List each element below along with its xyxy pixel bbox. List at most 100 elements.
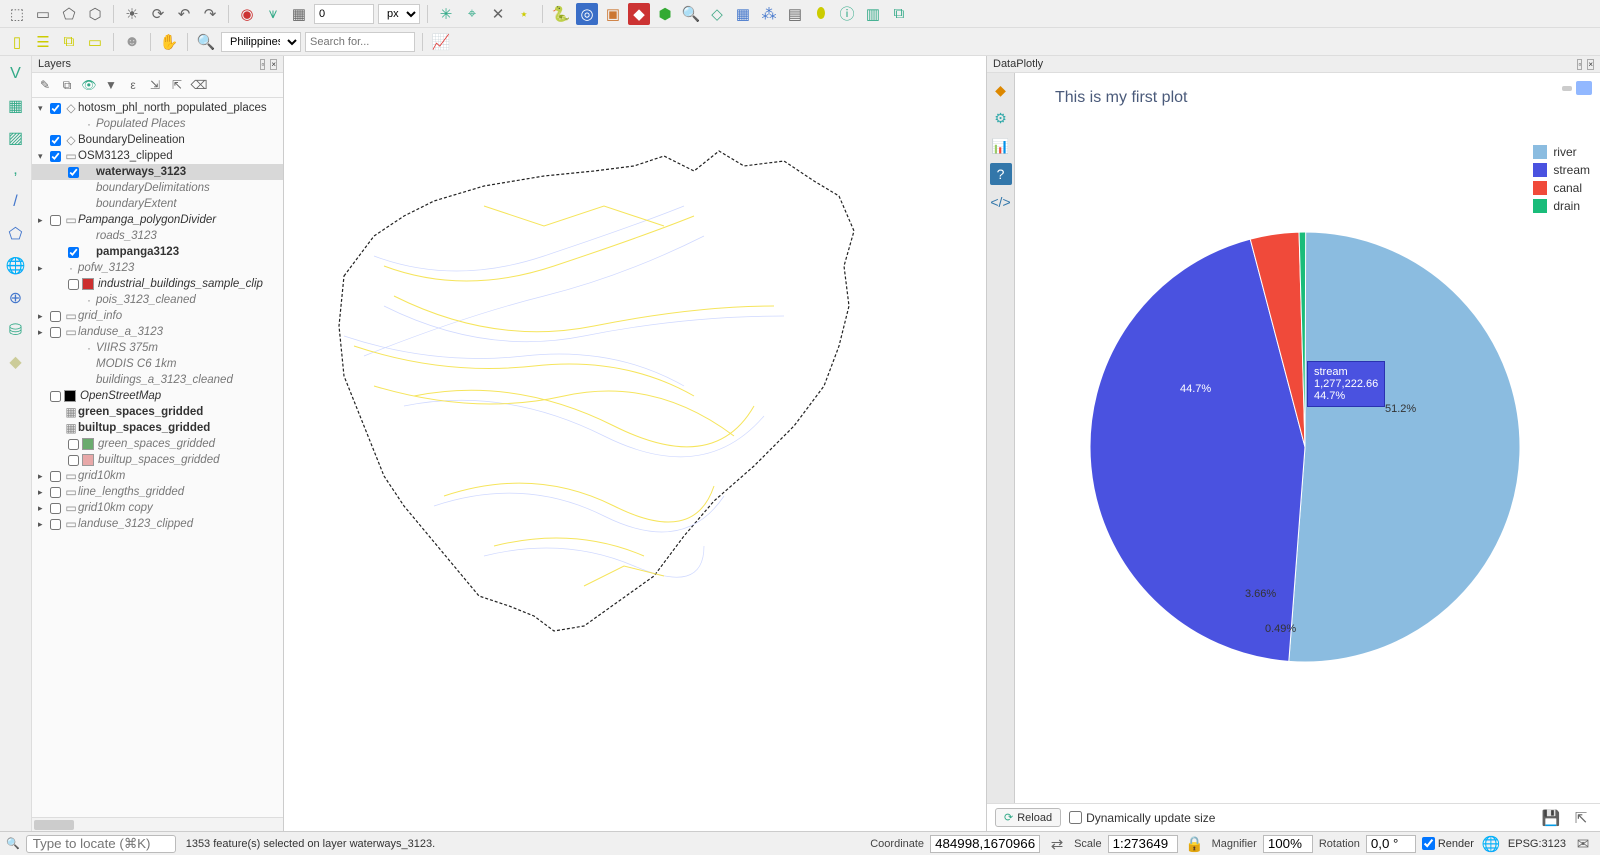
crs-text[interactable]: EPSG:3123 [1508, 838, 1566, 850]
plot-zoom-icon[interactable] [1562, 86, 1572, 91]
layer-row[interactable]: ·pois_3123_cleaned [32, 292, 283, 308]
redo-icon[interactable]: ↷ [199, 3, 221, 25]
layer-row[interactable]: boundaryExtent [32, 196, 283, 212]
search-input[interactable] [305, 32, 415, 52]
layer-expand-icon[interactable]: ⇲ [146, 76, 164, 94]
select-tool-icon[interactable]: ▯ [6, 31, 28, 53]
search-icon[interactable]: 🔍 [195, 31, 217, 53]
plugin3-icon[interactable]: ◆ [628, 3, 650, 25]
layer-row[interactable]: MODIS C6 1km [32, 356, 283, 372]
layer-visibility-checkbox[interactable] [50, 391, 61, 402]
layer-filter-icon[interactable]: 👁 [80, 76, 98, 94]
plugin7-icon[interactable]: ⬮ [810, 3, 832, 25]
select-tool2-icon[interactable]: ☰ [32, 31, 54, 53]
add-wfs-icon[interactable]: ⊕ [4, 286, 28, 310]
layer-row[interactable]: ▸·pofw_3123 [32, 260, 283, 276]
legend-item[interactable]: canal [1533, 179, 1590, 197]
lock-icon[interactable]: 🔒 [1184, 833, 1206, 855]
mag-field[interactable] [1263, 835, 1313, 853]
layer-visibility-checkbox[interactable] [50, 519, 61, 530]
add-poly-icon[interactable]: ⬠ [4, 222, 28, 246]
plot-tab-settings-icon[interactable]: ⚙ [990, 107, 1012, 129]
plugin9-icon[interactable]: ⧉ [888, 3, 910, 25]
refresh-icon[interactable]: ⟳ [147, 3, 169, 25]
add-virtual-icon[interactable]: ◆ [4, 350, 28, 374]
layer-visibility-checkbox[interactable] [50, 311, 61, 322]
snap-icon[interactable]: ✳ [435, 3, 457, 25]
layer-row[interactable]: buildings_a_3123_cleaned [32, 372, 283, 388]
layer-row[interactable]: ▸▭line_lengths_gridded [32, 484, 283, 500]
plot-export-icon[interactable]: ⇱ [1570, 807, 1592, 829]
layer-visibility-checkbox[interactable] [50, 103, 61, 114]
layer-row[interactable]: boundaryDelimitations [32, 180, 283, 196]
plot-undock-icon[interactable]: ▫ [1577, 59, 1582, 70]
pie-slice-river[interactable] [1289, 232, 1520, 662]
plot-tab-config-icon[interactable]: ◆ [990, 79, 1012, 101]
add-db-icon[interactable]: ⛁ [4, 318, 28, 342]
mask-icon[interactable]: ☻ [121, 31, 143, 53]
plugin1-icon[interactable]: ◎ [576, 3, 598, 25]
plot-tab-help-icon[interactable]: ? [990, 163, 1012, 185]
python-icon[interactable]: 🐍 [550, 3, 572, 25]
add-wms-icon[interactable]: 🌐 [4, 254, 28, 278]
layer-row[interactable]: ◇BoundaryDelineation [32, 132, 283, 148]
add-line-icon[interactable]: / [4, 190, 28, 214]
layer-remove-icon[interactable]: ⌫ [190, 76, 208, 94]
layers-scrollbar[interactable] [32, 817, 283, 831]
layer-collapse-icon[interactable]: ⇱ [168, 76, 186, 94]
plugin4-icon[interactable]: ⬢ [654, 3, 676, 25]
grid-small-icon[interactable]: ▦ [288, 3, 310, 25]
layer-row[interactable]: green_spaces_gridded [32, 436, 283, 452]
rot-field[interactable] [1366, 835, 1416, 853]
select-tool3-icon[interactable]: ⧉ [58, 31, 80, 53]
info-icon[interactable]: ⓘ [836, 3, 858, 25]
offset-spin[interactable] [314, 4, 374, 24]
layer-visibility-checkbox[interactable] [50, 503, 61, 514]
layer-row[interactable]: ▾▭OSM3123_clipped [32, 148, 283, 164]
pie-chart[interactable] [1025, 117, 1585, 677]
plugin8-icon[interactable]: ▥ [862, 3, 884, 25]
sun-icon[interactable]: ☀ [121, 3, 143, 25]
capture-icon[interactable]: ◉ [236, 3, 258, 25]
layer-row[interactable]: ·Populated Places [32, 116, 283, 132]
layer-row[interactable]: ▸▭grid_info [32, 308, 283, 324]
layer-row[interactable]: builtup_spaces_gridded [32, 452, 283, 468]
vertex-icon[interactable]: ⩛ [262, 3, 284, 25]
vector-edit-icon[interactable]: ▭ [32, 3, 54, 25]
layer-row[interactable]: ·VIIRS 375m [32, 340, 283, 356]
legend-item[interactable]: river [1533, 143, 1590, 161]
add-raster-icon[interactable]: ▦ [4, 94, 28, 118]
locator-input[interactable] [26, 835, 176, 853]
region-select[interactable]: Philippines [221, 32, 301, 52]
messages-icon[interactable]: ✉ [1572, 833, 1594, 855]
table-icon[interactable]: ▦ [732, 3, 754, 25]
unit-select[interactable]: px [378, 4, 420, 24]
cluster-icon[interactable]: ⁂ [758, 3, 780, 25]
render-checkbox[interactable]: Render [1422, 837, 1474, 850]
undo-icon[interactable]: ↶ [173, 3, 195, 25]
map-canvas[interactable] [284, 56, 986, 831]
legend-item[interactable]: stream [1533, 161, 1590, 179]
legend-item[interactable]: drain [1533, 197, 1590, 215]
plot-home-icon[interactable] [1576, 81, 1592, 95]
chart-icon[interactable]: 📈 [430, 31, 452, 53]
layer-visibility-checkbox[interactable] [50, 471, 61, 482]
panel-close-icon[interactable]: × [270, 59, 277, 70]
layer-row[interactable]: ▾◇hotosm_phl_north_populated_places [32, 100, 283, 116]
scale-field[interactable] [1108, 835, 1178, 853]
vector-poly-icon[interactable]: ⬠ [58, 3, 80, 25]
panel-undock-icon[interactable]: ▫ [260, 59, 265, 70]
layer-row[interactable]: ▸▭Pampanga_polygonDivider [32, 212, 283, 228]
plot-close-icon[interactable]: × [1587, 59, 1594, 70]
layer-row[interactable]: pampanga3123 [32, 244, 283, 260]
layer-row[interactable]: ▸▭landuse_3123_clipped [32, 516, 283, 532]
crs-icon[interactable]: 🌐 [1480, 833, 1502, 855]
layer-visibility-checkbox[interactable] [50, 215, 61, 226]
layer-visibility-checkbox[interactable] [50, 151, 61, 162]
layer-row[interactable]: waterways_3123 [32, 164, 283, 180]
layer-expr-icon[interactable]: ε [124, 76, 142, 94]
layer-visibility-checkbox[interactable] [68, 167, 79, 178]
plot-tab-code-icon[interactable]: </> [990, 191, 1012, 213]
layer-row[interactable]: ▦builtup_spaces_gridded [32, 420, 283, 436]
hand-icon[interactable]: ✋ [158, 31, 180, 53]
